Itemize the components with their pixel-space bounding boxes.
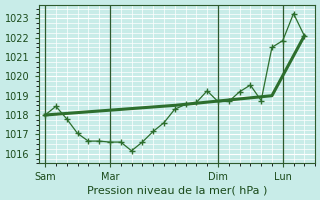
X-axis label: Pression niveau de la mer( hPa ): Pression niveau de la mer( hPa ): [87, 185, 267, 195]
